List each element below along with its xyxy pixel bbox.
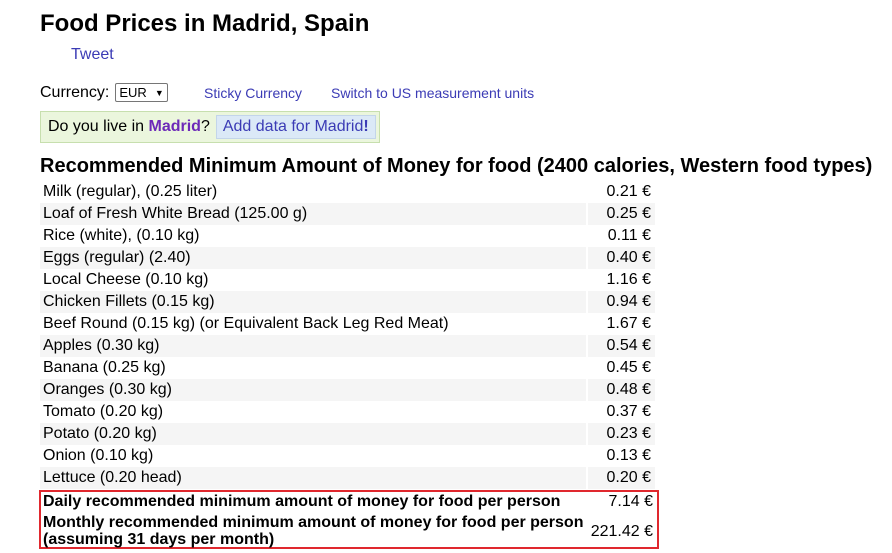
item-price: 0.54 € — [586, 335, 655, 357]
table-row: Local Cheese (0.10 kg) 1.16 € — [40, 269, 655, 291]
item-price: 0.13 € — [586, 445, 655, 467]
item-name: Tomato (0.20 kg) — [43, 403, 164, 420]
daily-label: Daily recommended minimum amount of mone… — [43, 493, 561, 510]
item-price: 0.94 € — [586, 291, 655, 313]
page-title: Food Prices in Madrid, Spain — [40, 10, 370, 37]
table-row: Milk (regular), (0.25 liter) 0.21 € — [40, 181, 655, 203]
item-name: Lettuce (0.20 head) — [40, 467, 587, 489]
item-name: Eggs (regular) (2.40) — [40, 247, 587, 269]
tweet-link[interactable]: Tweet — [71, 46, 114, 63]
item-name: Beef Round (0.15 kg) (or Equivalent Back… — [43, 315, 449, 332]
item-name: Potato (0.20 kg) — [40, 423, 587, 445]
item-price: 0.25 € — [586, 203, 655, 225]
item-name: Chicken Fillets (0.15 kg) — [40, 291, 587, 313]
currency-select[interactable]: EUR ▼ — [115, 83, 168, 102]
daily-summary-row: Daily recommended minimum amount of mone… — [43, 492, 653, 514]
add-data-button[interactable]: Add data for Madrid! — [215, 115, 376, 139]
item-price: 0.48 € — [586, 379, 655, 401]
sticky-currency-link[interactable]: Sticky Currency — [204, 85, 303, 101]
table-row: Tomato (0.20 kg) 0.37 € — [40, 401, 655, 423]
item-price: 1.67 € — [586, 313, 655, 335]
table-row: Eggs (regular) (2.40) 0.40 € — [40, 247, 655, 269]
food-price-table: Milk (regular), (0.25 liter) 0.21 € Loaf o… — [40, 181, 655, 489]
dropdown-caret-icon: ▼ — [154, 87, 164, 98]
currency-row: Currency: EUR ▼ — [40, 83, 168, 102]
table-row: Rice (white), (0.10 kg) 0.11 € — [40, 225, 655, 247]
live-here-box: Do you live in Madrid ? Add data for Mad… — [40, 111, 380, 143]
item-price: 1.16 € — [586, 269, 655, 291]
table-row: Beef Round (0.15 kg) (or Equivalent Back… — [40, 313, 655, 335]
item-name: Local Cheese (0.10 kg) — [43, 271, 209, 288]
item-name: Onion (0.10 kg) — [43, 447, 154, 464]
item-price: 0.40 € — [586, 247, 655, 269]
summary-highlight: Daily recommended minimum amount of mone… — [39, 490, 659, 549]
item-price: 0.37 € — [586, 401, 655, 423]
city-name: Madrid — [148, 118, 201, 135]
monthly-summary-row: Monthly recommended minimum amount of mo… — [43, 514, 653, 548]
table-row: Potato (0.20 kg) 0.23 € — [40, 423, 655, 445]
monthly-label-line1: Monthly recommended minimum amount of mo… — [43, 514, 584, 531]
add-data-bang: ! — [363, 118, 369, 135]
item-price: 0.20 € — [586, 467, 655, 489]
item-name: Rice (white), (0.10 kg) — [43, 227, 200, 244]
currency-label: Currency: — [40, 83, 110, 101]
item-name: Banana (0.25 kg) — [43, 359, 166, 376]
monthly-label: Monthly recommended minimum amount of mo… — [43, 514, 583, 548]
ask-suffix: ? — [200, 118, 210, 135]
table-row: Lettuce (0.20 head) 0.20 € — [40, 467, 655, 489]
section-title: Recommended Minimum Amount of Money for … — [40, 155, 873, 177]
table-row: Banana (0.25 kg) 0.45 € — [40, 357, 655, 379]
table-row: Oranges (0.30 kg) 0.48 € — [40, 379, 655, 401]
currency-selected-value: EUR — [119, 85, 147, 100]
ask-prefix: Do you live in — [48, 118, 149, 135]
item-price: 0.45 € — [586, 357, 655, 379]
item-price: 0.11 € — [586, 225, 655, 247]
item-price: 0.21 € — [586, 181, 655, 203]
item-name: Milk (regular), (0.25 liter) — [43, 183, 218, 200]
item-name: Oranges (0.30 kg) — [40, 379, 587, 401]
table-row: Loaf of Fresh White Bread (125.00 g) 0.25… — [40, 203, 655, 225]
daily-value: 7.14 € — [608, 493, 653, 510]
switch-units-link[interactable]: Switch to US measurement units — [331, 85, 535, 101]
table-row: Onion (0.10 kg) 0.13 € — [40, 445, 655, 467]
table-row: Chicken Fillets (0.15 kg) 0.94 € — [40, 291, 655, 313]
monthly-value: 221.42 € — [590, 523, 653, 540]
item-price: 0.23 € — [586, 423, 655, 445]
table-row: Apples (0.30 kg) 0.54 € — [40, 335, 655, 357]
add-data-label: Add data for Madrid — [222, 118, 364, 135]
monthly-label-line2: (assuming 31 days per month) — [43, 531, 275, 548]
item-name: Loaf of Fresh White Bread (125.00 g) — [40, 203, 587, 225]
item-name: Apples (0.30 kg) — [40, 335, 587, 357]
